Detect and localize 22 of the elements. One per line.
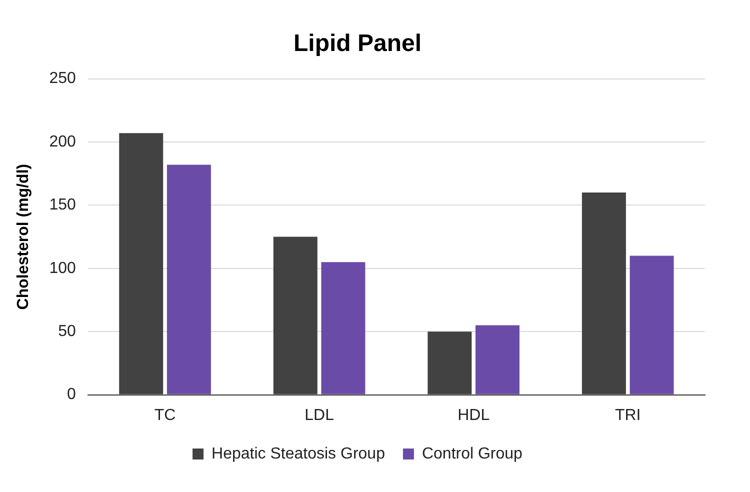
y-tick-label: 50 xyxy=(58,323,76,340)
x-tick-label: HDL xyxy=(458,406,490,424)
bar xyxy=(630,256,674,394)
chart-title: Lipid Panel xyxy=(293,30,422,58)
y-tick-label: 250 xyxy=(49,70,76,88)
y-tick-label: 100 xyxy=(49,260,76,277)
bar xyxy=(582,192,626,394)
bar xyxy=(321,262,366,394)
x-tick-label: TRI xyxy=(614,406,641,424)
legend-label: Control Group xyxy=(422,445,523,462)
y-axis-title: Cholesterol (mg/dl) xyxy=(15,164,32,310)
x-tick-label: LDL xyxy=(304,406,334,424)
bar xyxy=(428,332,472,394)
bar xyxy=(273,236,318,394)
bar xyxy=(476,325,520,394)
y-tick-label: 0 xyxy=(66,386,76,404)
legend-label: Hepatic Steatosis Group xyxy=(212,445,386,462)
y-tick-label: 150 xyxy=(49,196,76,214)
bar xyxy=(119,133,164,394)
y-tick-label: 200 xyxy=(49,133,76,150)
bar xyxy=(166,164,211,394)
x-tick-label: TC xyxy=(154,406,176,424)
